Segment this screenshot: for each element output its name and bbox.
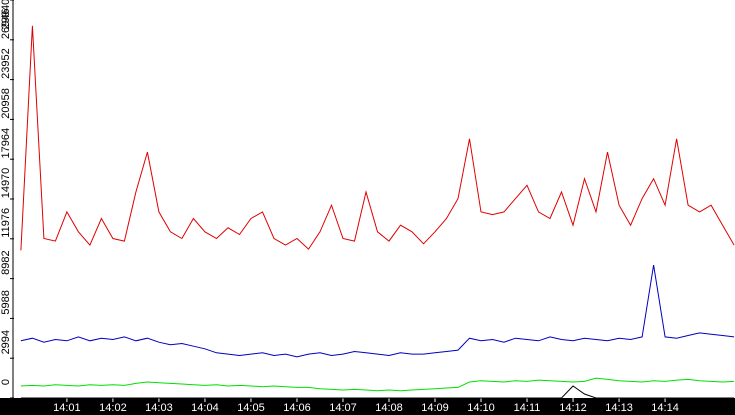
y-tick-label: 0 (0, 379, 12, 385)
y-tick-label: 23952 (0, 48, 12, 79)
x-tick-label: 14:01 (53, 402, 81, 414)
x-tick-label: 14:14 (651, 402, 679, 414)
y-tick-label: 5988 (0, 290, 12, 314)
x-tick-label: 14:06 (283, 402, 311, 414)
y-tick-label: 20958 (0, 88, 12, 119)
series-line (20, 377, 735, 392)
series-line (20, 25, 735, 251)
y-tick-label: 29940 (0, 0, 12, 29)
series-line (20, 265, 735, 358)
x-tick-label: 14:08 (375, 402, 403, 414)
series-line (20, 385, 735, 399)
x-tick-label: 14:13 (605, 402, 633, 414)
y-tick-label: 14970 (0, 168, 12, 199)
y-tick-label: 26946 (0, 9, 12, 40)
y-tick-label: 17964 (0, 128, 12, 159)
x-tick-label: 14:05 (237, 402, 265, 414)
x-tick-label: 14:09 (421, 402, 449, 414)
x-tick-label: 14:04 (191, 402, 219, 414)
y-tick-label: 2994 (0, 330, 12, 354)
x-tick-label: 14:12 (559, 402, 587, 414)
x-tick-label: 14:02 (99, 402, 127, 414)
y-tick-label: 11976 (0, 208, 12, 238)
y-tick-label: 8982 (0, 250, 12, 274)
x-tick-label: 14:07 (329, 402, 357, 414)
x-tick-label: 14:11 (514, 402, 541, 414)
x-tick-label: 14:03 (145, 402, 173, 414)
x-tick-label: 14:10 (467, 402, 495, 414)
x-axis-strip (0, 398, 735, 415)
